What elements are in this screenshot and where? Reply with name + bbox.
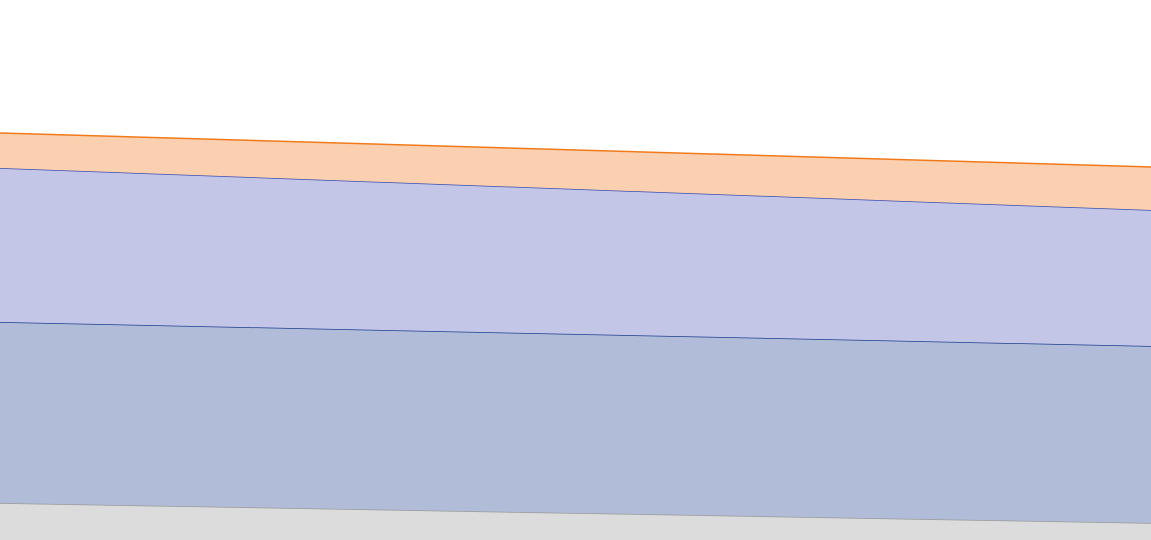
area [0, 168, 1151, 346]
area-line [0, 132, 1151, 168]
area [0, 133, 1151, 210]
area [0, 322, 1151, 523]
area [0, 503, 1151, 540]
